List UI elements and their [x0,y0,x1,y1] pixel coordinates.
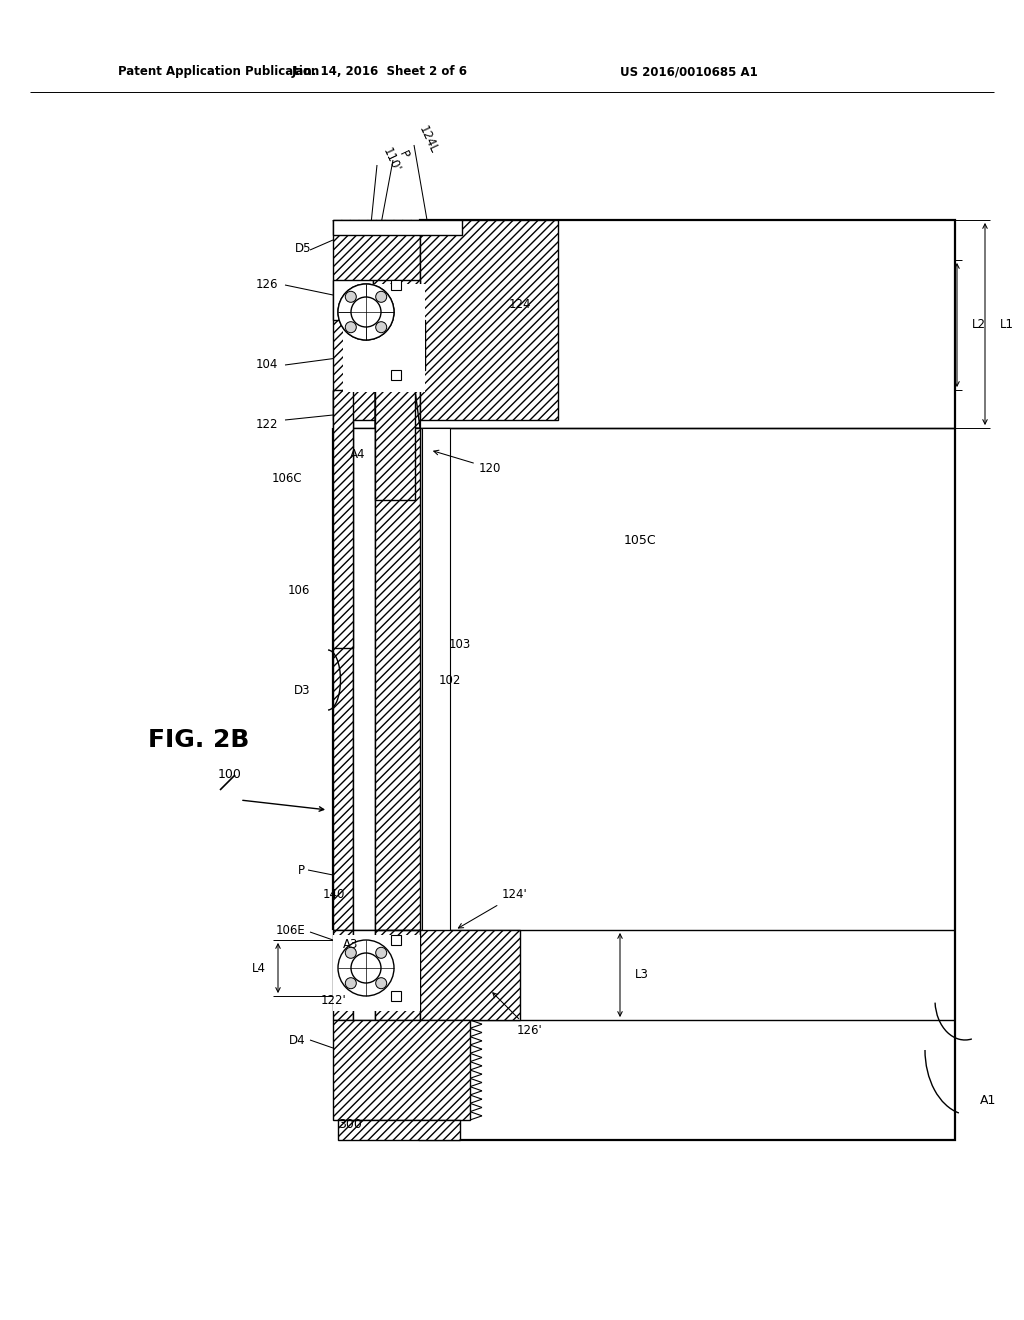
Circle shape [351,953,381,983]
Text: A1: A1 [980,1093,996,1106]
Text: A4: A4 [350,449,366,462]
Bar [420,931,520,1020]
Circle shape [338,284,394,341]
Text: Jan. 14, 2016  Sheet 2 of 6: Jan. 14, 2016 Sheet 2 of 6 [292,66,468,78]
Bar [422,428,450,1020]
Bar [391,991,401,1001]
Circle shape [351,297,381,327]
Text: 106E: 106E [275,924,305,936]
Bar [353,428,375,931]
Circle shape [338,284,394,341]
Bar [333,220,420,420]
Bar [375,389,415,500]
Bar [333,428,353,931]
Text: 126: 126 [256,279,278,292]
Text: P: P [396,149,411,161]
Circle shape [345,978,356,989]
Text: 104: 104 [256,359,278,371]
Bar [375,931,420,1020]
Circle shape [376,292,387,302]
Bar [333,280,373,319]
Bar [391,280,401,290]
Circle shape [376,322,387,333]
Text: 110': 110' [380,145,402,174]
Bar [353,931,375,1020]
Bar [343,284,425,392]
Text: A3: A3 [343,939,358,952]
Circle shape [345,948,356,958]
Bar [420,220,955,1140]
Text: 124L: 124L [416,124,440,156]
Circle shape [382,306,393,318]
Text: FIG. 2B: FIG. 2B [148,729,250,752]
Bar [391,319,401,370]
Bar [373,319,425,370]
Circle shape [345,292,356,302]
Bar [333,220,462,235]
Circle shape [376,978,387,989]
Circle shape [345,322,356,333]
Bar [333,389,353,648]
Circle shape [376,948,387,958]
Text: 122': 122' [321,994,346,1006]
Bar [333,935,420,1011]
Circle shape [339,306,350,318]
Text: L1: L1 [1000,318,1014,330]
Text: L2: L2 [972,318,986,331]
Text: D4: D4 [289,1034,305,1047]
Text: L4: L4 [252,961,266,974]
Text: 100: 100 [218,768,242,781]
Text: L3: L3 [635,969,649,982]
Text: 106C: 106C [271,471,302,484]
Bar [333,1020,470,1119]
Bar [373,280,420,319]
Text: 300: 300 [338,1118,361,1131]
Bar [391,370,401,380]
Bar [375,428,420,931]
Text: 124': 124' [459,888,528,928]
Text: P: P [298,863,305,876]
Text: 103: 103 [449,639,471,652]
Text: 124: 124 [509,298,531,312]
Bar [391,935,401,945]
Text: 126': 126' [493,993,543,1036]
Text: 122: 122 [256,418,278,432]
Circle shape [351,297,381,327]
Bar [338,1119,460,1140]
Text: D3: D3 [294,684,310,697]
Bar [420,220,558,420]
Circle shape [360,327,372,339]
Text: 105C: 105C [624,533,656,546]
Bar [333,931,353,1020]
Text: 140: 140 [323,888,345,902]
Text: US 2016/0010685 A1: US 2016/0010685 A1 [620,66,758,78]
Text: D5: D5 [295,242,311,255]
Text: 106: 106 [288,583,310,597]
Polygon shape [375,389,420,428]
Text: 102: 102 [439,673,461,686]
Circle shape [338,940,394,997]
Circle shape [360,285,372,296]
Text: Patent Application Publication: Patent Application Publication [118,66,319,78]
Text: 120: 120 [434,450,501,474]
